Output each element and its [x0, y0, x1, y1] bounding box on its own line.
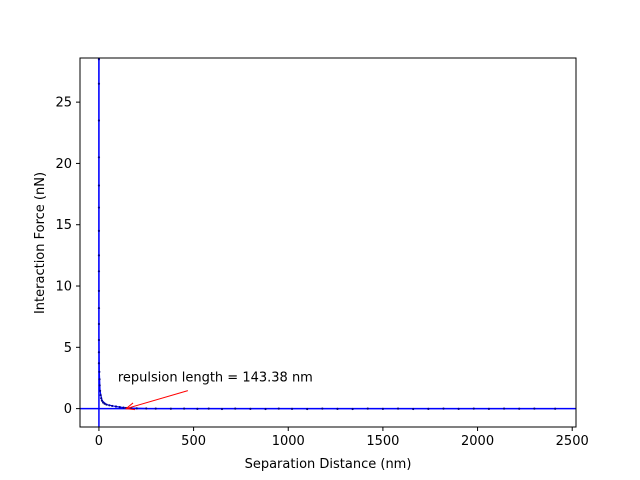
- data-layer: [97, 58, 557, 411]
- data-point: [105, 403, 108, 406]
- annotation-layer: repulsion length = 143.38 nm: [118, 371, 313, 411]
- data-point: [249, 407, 252, 410]
- data-point: [101, 401, 105, 404]
- plot-area: [80, 58, 576, 427]
- data-point: [97, 270, 101, 273]
- data-point: [97, 58, 101, 61]
- data-point: [97, 362, 101, 365]
- x-axis-label: Separation Distance (nm): [245, 457, 412, 472]
- x-tick-label: 1000: [272, 434, 305, 449]
- data-point: [98, 389, 102, 392]
- data-point: [111, 404, 114, 408]
- data-point: [336, 407, 339, 410]
- data-point: [427, 407, 430, 410]
- data-point: [97, 206, 101, 209]
- data-point: [97, 338, 101, 342]
- data-point: [97, 306, 101, 310]
- x-tick-label: 1500: [366, 434, 399, 449]
- data-point: [98, 370, 101, 373]
- x-tick-label: 2000: [461, 434, 494, 449]
- data-point: [108, 404, 111, 407]
- data-point: [99, 394, 102, 397]
- axes-frame: [79, 57, 577, 428]
- data-point: [502, 407, 506, 410]
- data-point: [533, 407, 536, 410]
- y-tick-label: 0: [64, 402, 72, 417]
- data-point: [118, 406, 121, 409]
- y-tick-label: 5: [64, 341, 72, 356]
- data-point: [97, 289, 101, 293]
- data-point: [487, 407, 491, 410]
- x-tick-label: 2500: [556, 434, 589, 449]
- data-point: [306, 407, 309, 411]
- y-tick-label: 10: [55, 280, 72, 295]
- data-point: [97, 322, 101, 326]
- plot-background: [80, 58, 576, 427]
- data-point: [103, 402, 106, 405]
- data-point: [114, 405, 118, 408]
- data-point: [100, 399, 104, 402]
- x-tick-label: 0: [95, 434, 103, 449]
- data-point: [135, 407, 138, 410]
- data-point: [321, 407, 324, 410]
- data-point: [290, 407, 294, 410]
- data-point: [412, 407, 415, 411]
- data-point: [366, 407, 369, 410]
- data-point: [183, 407, 186, 410]
- annotation-arrow-head: [124, 402, 136, 411]
- data-point: [264, 407, 267, 411]
- data-point: [277, 407, 280, 410]
- data-point: [97, 184, 101, 187]
- data-point: [122, 406, 125, 409]
- y-axis-label: Interaction Force (nN): [33, 172, 48, 314]
- data-point: [207, 407, 210, 410]
- data-point: [98, 384, 101, 387]
- y-tick-label: 15: [55, 218, 72, 233]
- data-point: [97, 119, 101, 122]
- data-point: [145, 407, 148, 410]
- y-tick-label: 25: [55, 96, 72, 111]
- data-point: [97, 229, 101, 232]
- data-point: [554, 407, 557, 410]
- data-point: [154, 407, 157, 410]
- y-tick-label: 20: [55, 157, 72, 172]
- data-point: [442, 407, 445, 410]
- data-point: [220, 407, 224, 411]
- data-point: [97, 254, 101, 257]
- axes: 0 500 1000 1500 2000 2500 0 5 10 15 20 25: [55, 57, 589, 449]
- x-tick-label: 500: [181, 434, 206, 449]
- data-point: [97, 156, 101, 159]
- data-point: [396, 407, 400, 410]
- data-point: [97, 82, 101, 85]
- data-point: [234, 407, 237, 410]
- data-point: [518, 407, 521, 410]
- annotation-arrow-shaft: [125, 390, 189, 410]
- data-point: [98, 378, 101, 381]
- data-point: [457, 407, 460, 410]
- data-point: [351, 407, 354, 411]
- data-point: [97, 351, 101, 354]
- data-point: [169, 407, 172, 410]
- data-point: [381, 407, 385, 410]
- data-point: [100, 397, 103, 400]
- data-point: [472, 407, 475, 410]
- data-point: [196, 407, 199, 410]
- annotation-text: repulsion length = 143.38 nm: [118, 371, 313, 386]
